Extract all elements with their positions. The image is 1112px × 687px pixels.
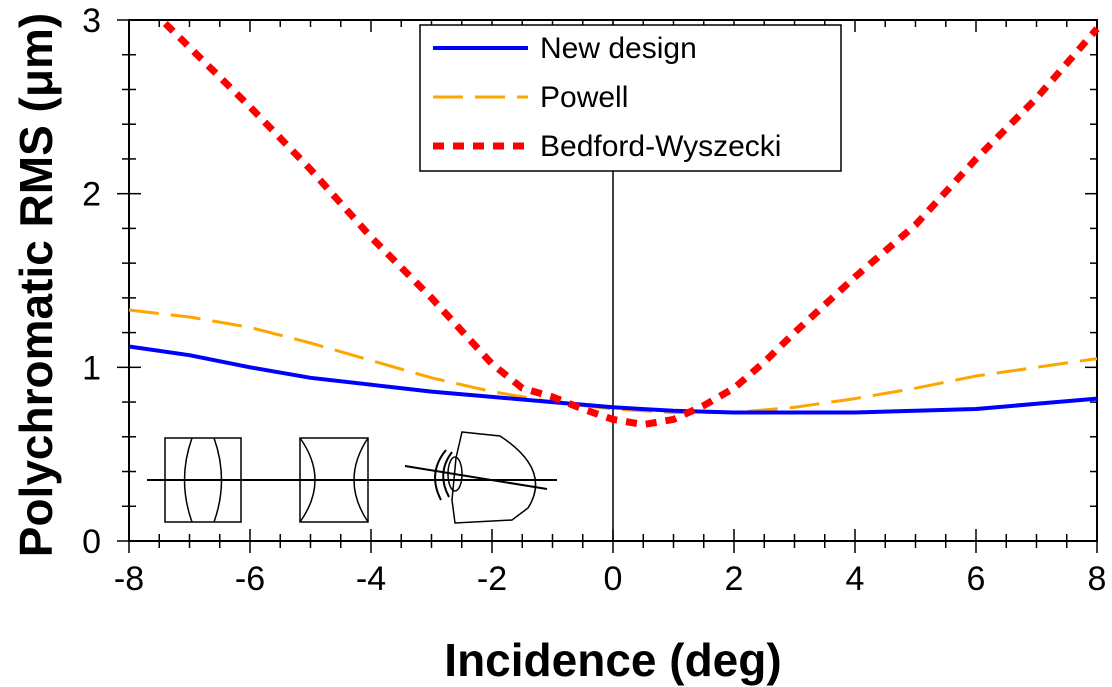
x-tick-label: 8 <box>1088 560 1107 598</box>
y-tick-label: 3 <box>82 2 101 40</box>
x-tick-label: -2 <box>477 560 507 598</box>
y-tick-label: 1 <box>82 349 101 387</box>
x-tick-label: -6 <box>235 560 265 598</box>
eye-schematic <box>405 432 547 523</box>
y-axis-title: Polychromatic RMS (μm) <box>10 13 62 557</box>
x-axis-title: Incidence (deg) <box>444 634 781 686</box>
lens-schematics-inset <box>147 432 557 523</box>
legend: New design Powell Bedford-Wyszecki <box>420 25 841 171</box>
x-tick-label: -8 <box>114 560 144 598</box>
x-tick-label: -4 <box>356 560 386 598</box>
x-tick-label: 2 <box>725 560 744 598</box>
x-tick-label: 4 <box>846 560 865 598</box>
y-tick-label: 2 <box>82 176 101 214</box>
y-tick-label: 0 <box>82 523 101 561</box>
legend-label: Bedford-Wyszecki <box>540 130 781 163</box>
legend-label: New design <box>540 32 697 65</box>
legend-label: Powell <box>540 81 628 114</box>
x-tick-label: 6 <box>967 560 986 598</box>
x-tick-label: 0 <box>604 560 623 598</box>
